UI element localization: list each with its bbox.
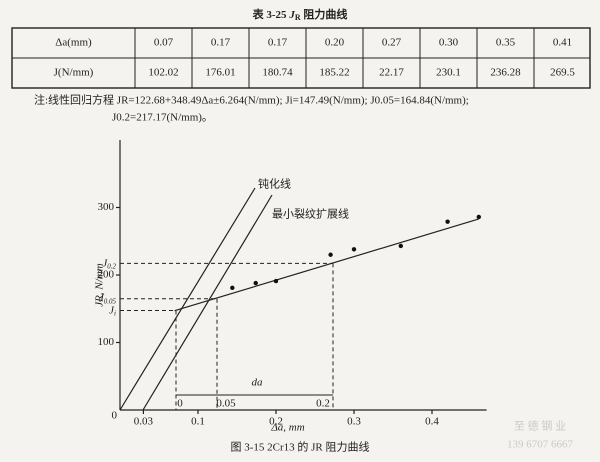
blunting-line bbox=[119, 187, 256, 411]
caption-sub: R bbox=[295, 13, 301, 22]
table-cell: 230.1 bbox=[436, 67, 461, 79]
table-cell: 0.30 bbox=[439, 37, 459, 49]
table-cell: Δa(mm) bbox=[55, 37, 92, 49]
x-axis-label: Δa, mm bbox=[270, 422, 304, 434]
level-symbol: J bbox=[102, 257, 108, 269]
x-tick-label: 0.03 bbox=[134, 416, 154, 428]
x-tick-label: 0.4 bbox=[425, 416, 439, 428]
y-tick-label: 200 bbox=[98, 269, 115, 281]
caption-prefix: 表 3-25 bbox=[252, 7, 287, 21]
data-point bbox=[445, 219, 450, 224]
level-symbol: J bbox=[109, 304, 115, 316]
level-sub: 0.05 bbox=[104, 297, 117, 305]
level-sub: 0.2 bbox=[107, 262, 116, 270]
watermark: 139 6707 6667 bbox=[507, 439, 574, 451]
note-line: J0.2=217.17(N/mm)。 bbox=[112, 112, 213, 124]
note-line: 注:线性回归方程 JR=122.68+348.49Δa±6.264(N/mm);… bbox=[34, 93, 469, 107]
x-tick-label: 0.1 bbox=[191, 416, 205, 428]
caption-symbol: J bbox=[288, 9, 295, 21]
level-label: J0.05 bbox=[99, 292, 117, 305]
data-point bbox=[273, 278, 279, 284]
growth-line bbox=[142, 194, 273, 411]
y-axis-label: JR, N/mm bbox=[94, 263, 106, 306]
table-cell: 185.22 bbox=[319, 67, 349, 79]
data-point bbox=[351, 247, 357, 252]
data-point bbox=[398, 243, 403, 249]
x-tick-label: 0.2 bbox=[269, 416, 283, 428]
table-cell: 176.01 bbox=[205, 67, 235, 79]
figure-caption: 图 3-15 2Cr13 的 JR 阻力曲线 bbox=[230, 440, 369, 454]
level-symbol: J bbox=[99, 292, 105, 304]
data-point bbox=[253, 280, 258, 286]
data-point bbox=[328, 252, 333, 257]
table-cell: 0.07 bbox=[154, 37, 174, 49]
table-cell: 22.17 bbox=[379, 67, 404, 79]
watermark: 至 德 钢 业 bbox=[514, 419, 566, 433]
growth-label: 最小裂纹扩展线 bbox=[272, 207, 349, 221]
table-cell: 180.74 bbox=[262, 67, 293, 79]
table-cell: J(N/mm) bbox=[54, 67, 94, 79]
level-label: J0.2 bbox=[102, 257, 116, 270]
table-cell: 0.17 bbox=[268, 37, 288, 49]
table-cell: 0.17 bbox=[211, 37, 231, 49]
da-tick-label: 0.05 bbox=[216, 398, 236, 410]
level-sub: i bbox=[114, 309, 116, 317]
da-tick-label: 0 bbox=[177, 398, 183, 410]
table-cell: 102.02 bbox=[148, 67, 178, 79]
caption-suffix: 阻力曲线 bbox=[303, 7, 347, 21]
table-cell: 0.35 bbox=[496, 37, 516, 49]
table-cell: 0.27 bbox=[382, 37, 402, 49]
table-cell: 236.28 bbox=[490, 67, 521, 79]
table-cell: 0.41 bbox=[553, 37, 572, 49]
table-caption: 表 3-25 JR 阻力曲线 bbox=[252, 7, 348, 22]
data-point bbox=[230, 285, 235, 291]
origin-label: 0 bbox=[112, 410, 118, 422]
level-label: Ji bbox=[109, 304, 116, 317]
da-label: da bbox=[252, 377, 264, 389]
data-point bbox=[476, 214, 481, 220]
y-tick-label: 100 bbox=[98, 336, 115, 348]
blunt-label: 钝化线 bbox=[258, 177, 291, 191]
y-tick-label: 300 bbox=[98, 201, 115, 213]
regression-line bbox=[174, 218, 479, 312]
da-tick-label: 0.2 bbox=[316, 398, 330, 410]
x-tick-label: 0.3 bbox=[347, 416, 361, 428]
table-cell: 269.5 bbox=[550, 67, 575, 79]
table-cell: 0.20 bbox=[325, 37, 345, 49]
